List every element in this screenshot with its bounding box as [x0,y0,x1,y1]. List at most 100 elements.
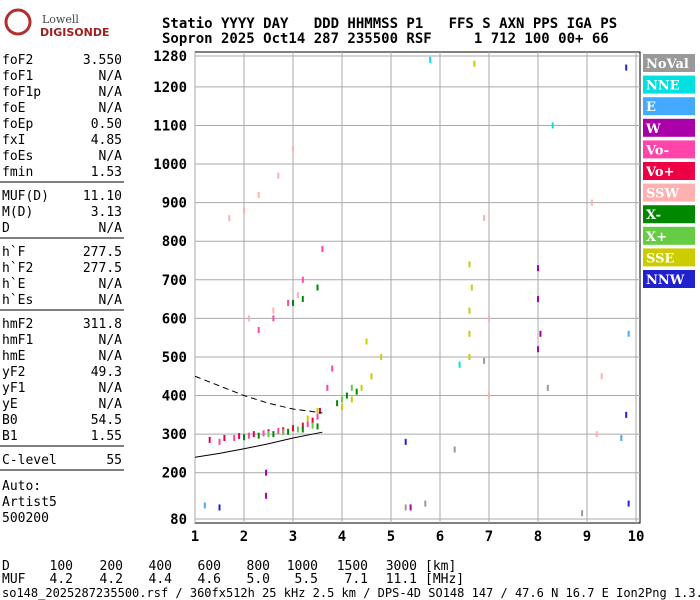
legend-swatch [643,118,695,137]
legend-label: NoVal [646,57,689,72]
parameter-value: 54.5 [91,413,122,428]
header-line: Sopron 2025 Oct14 287 235500 RSF 1 712 1… [162,31,609,47]
echo-point [287,299,290,306]
x-tick-label: 5 [387,529,395,545]
x-tick-label: 4 [338,529,346,545]
echo-point [625,411,628,418]
echo-point [470,284,473,291]
parameter-label: yE [2,397,18,412]
echo-point [272,307,275,314]
x-tick-label: 3 [289,529,297,545]
table-cell: 600 [198,559,221,574]
legend-swatch [643,270,695,288]
y-tick-label: 1280 [153,49,187,65]
echo-point [292,425,294,432]
echo-point [468,353,471,360]
echo-point [326,384,329,391]
echo-point [537,265,539,272]
echo-point [311,417,314,424]
parameter-label: D [2,221,10,236]
x-tick-label: 10 [628,529,645,545]
parameter-label: fmin [2,165,33,180]
echo-point [483,215,486,222]
table-cell: 200 [100,559,123,574]
echo-point [581,510,584,517]
x-tick-label: 8 [534,529,542,545]
echo-point [203,502,206,509]
parameter-value: 1.53 [91,165,122,180]
table-unit: [km] [425,559,456,574]
legend-label: Vo+ [645,165,674,180]
echo-point [453,446,456,453]
echo-point [468,261,471,268]
echo-point [247,315,250,322]
profile-curve [194,431,323,458]
table-cell: 4.4 [149,572,173,587]
y-tick-label: 500 [162,350,187,366]
echo-point [218,438,221,445]
station-info: 500200 [2,511,49,526]
parameter-label: h`Es [2,293,33,308]
parameter-value: N/A [99,85,123,100]
echo-point [350,384,353,391]
echo-point [380,353,383,360]
parameter-value: 11.10 [83,189,122,204]
echo-point [321,245,324,252]
table-cell: 3000 [386,559,417,574]
echo-point [277,428,280,435]
y-tick-label: 200 [162,466,187,482]
parameter-value: N/A [99,69,123,84]
parameter-label: hmE [2,349,25,364]
parameter-value: 277.5 [83,261,122,276]
legend-swatch [643,226,695,245]
table-label: MUF [2,572,26,587]
table-label: D [2,559,10,574]
legend-swatch [643,162,695,180]
table-cell: 100 [50,559,73,574]
parameter-label: B0 [2,413,18,428]
x-tick-label: 6 [436,529,444,545]
x-tick-label: 9 [583,529,591,545]
table-cell: 400 [149,559,172,574]
parameter-label: B1 [2,429,18,444]
legend-swatch [643,183,695,202]
echo-point [296,426,299,433]
station-info: Artist5 [2,495,57,510]
table-cell: 800 [247,559,270,574]
echo-point [488,315,490,322]
echo-point [595,431,598,438]
station-info: Auto: [2,479,41,494]
echo-point [483,357,486,364]
echo-point [208,436,211,443]
parameter-label: yF2 [2,365,25,380]
echo-point [404,438,407,445]
echo-point [424,500,427,507]
echo-point [627,500,630,507]
echo-point [350,396,353,403]
parameter-value: 1.55 [91,429,122,444]
legend-swatch [643,248,695,267]
echo-point [262,430,265,437]
echo-point [218,504,221,511]
parameter-value: N/A [99,333,123,348]
legend-label: SSE [646,251,674,266]
parameter-label: yF1 [2,381,25,396]
parameter-value: 3.13 [91,205,122,220]
echo-point [341,396,343,403]
legend-swatch [643,97,695,116]
parameter-value: 311.8 [83,317,122,332]
legend-swatch [643,205,695,224]
echo-point [341,404,343,411]
parameter-label: M(D) [2,205,33,220]
parameter-value: N/A [99,277,123,292]
parameter-value: 3.550 [83,53,122,68]
y-tick-label: 1200 [153,80,187,96]
logo-text: Lowell [42,13,79,26]
echo-point [600,373,603,380]
parameter-label: foEp [2,117,33,132]
echo-point [365,338,368,345]
echo-point [282,429,285,436]
parameter-label: foF2 [2,53,33,68]
echo-point [296,292,299,299]
